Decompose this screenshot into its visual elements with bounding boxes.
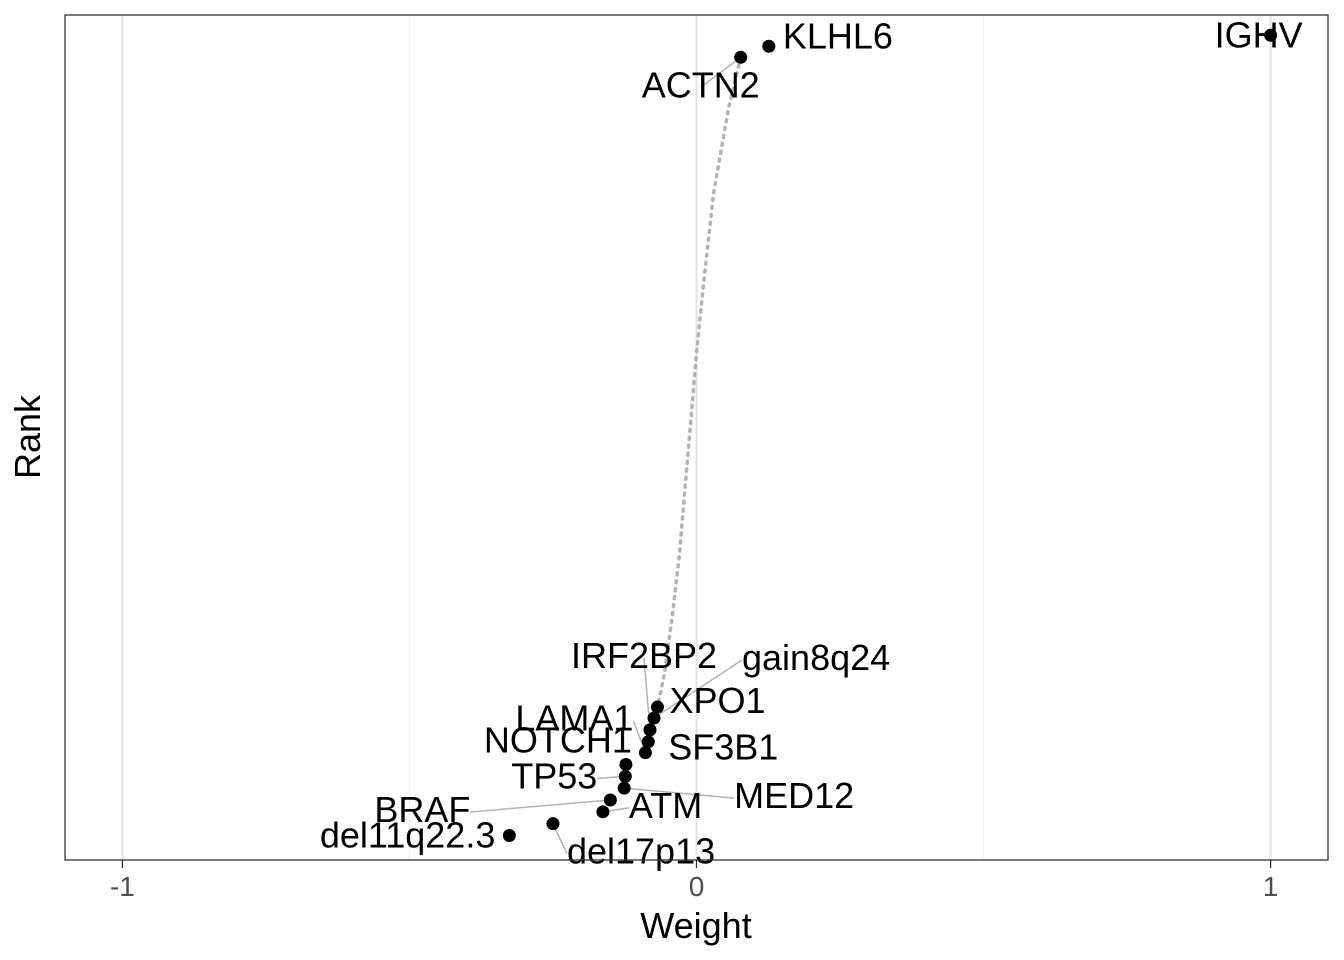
point-label: IRF2BP2 xyxy=(571,635,717,676)
data-point xyxy=(638,746,652,760)
data-point xyxy=(647,711,661,725)
point-label: SF3B1 xyxy=(668,727,778,768)
point-label: KLHL6 xyxy=(783,15,893,56)
data-point xyxy=(617,781,631,795)
point-label: LAMA1 xyxy=(515,698,633,739)
data-points xyxy=(502,28,1278,842)
point-label: ACTN2 xyxy=(642,64,760,105)
data-point xyxy=(762,39,776,53)
data-point xyxy=(641,735,655,749)
x-axis-ticks: -1 0 1 xyxy=(110,860,1278,902)
x-tick-label: 0 xyxy=(689,871,705,902)
data-point xyxy=(734,50,748,64)
x-tick-label: -1 xyxy=(110,871,135,902)
point-label: IGHV xyxy=(1215,14,1303,55)
point-label: MED12 xyxy=(734,775,854,816)
data-point xyxy=(502,828,516,842)
label-connector xyxy=(470,799,611,813)
point-label: gain8q24 xyxy=(742,637,890,678)
data-point xyxy=(618,769,632,783)
data-point xyxy=(1264,28,1278,42)
point-label: BRAF xyxy=(374,789,470,830)
y-axis-title: Rank xyxy=(7,394,48,479)
point-label: TP53 xyxy=(511,755,597,796)
x-tick-label: 1 xyxy=(1263,871,1279,902)
point-label: XPO1 xyxy=(669,680,765,721)
label-connector xyxy=(653,659,743,719)
data-point xyxy=(619,758,633,772)
trend-line-group xyxy=(655,55,743,709)
x-axis-title: Weight xyxy=(640,905,751,946)
trend-line xyxy=(655,55,743,709)
point-label: del11q22.3 xyxy=(320,814,496,855)
point-label: ATM xyxy=(629,785,702,826)
data-point xyxy=(643,723,657,737)
label-connector xyxy=(700,56,742,88)
data-point xyxy=(546,817,560,831)
label-connector xyxy=(624,787,735,799)
data-point xyxy=(596,805,610,819)
grid-lines xyxy=(121,15,1272,860)
point-label: NOTCH1 xyxy=(484,720,632,761)
data-point xyxy=(603,793,617,807)
data-point xyxy=(650,700,664,714)
point-label: del17p13 xyxy=(567,831,715,872)
